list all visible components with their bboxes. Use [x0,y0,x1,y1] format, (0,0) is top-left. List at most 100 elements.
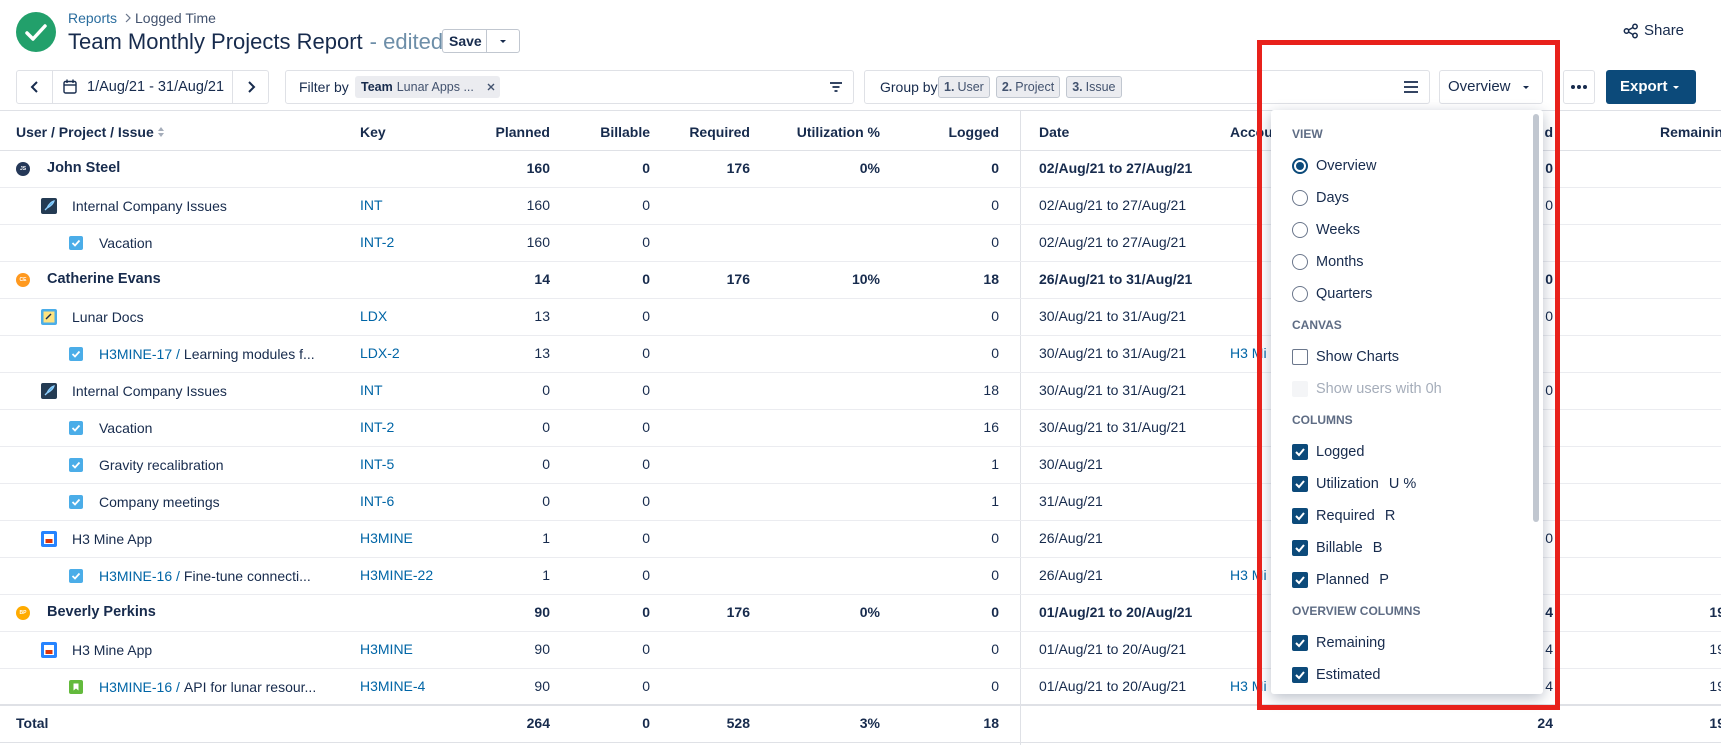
share-button[interactable]: Share [1644,22,1685,40]
checkbox[interactable] [1292,667,1308,683]
column-header[interactable]: Planned [495,123,550,140]
checkbox[interactable] [1292,476,1308,492]
issue-key[interactable]: INT-2 [360,234,395,251]
radio-button[interactable] [1292,222,1308,238]
option-label[interactable]: Utilization [1316,476,1379,492]
user-name[interactable]: Catherine Evans [47,271,161,288]
issue-name[interactable]: Vacation [99,419,153,436]
date-range[interactable]: 1/Aug/21 - 31/Aug/21 [87,78,225,95]
save-button[interactable] [442,29,520,53]
checkbox[interactable] [1292,444,1308,460]
menu-option[interactable]: Required R [1316,506,1516,526]
issue-key[interactable]: INT [360,382,383,399]
option-label[interactable]: Months [1316,254,1364,270]
project-name[interactable]: Internal Company Issues [72,197,227,214]
issue-name[interactable]: Learning modules f... [183,345,315,362]
user-name[interactable]: John Steel [47,160,121,177]
option-label[interactable]: Overview [1316,158,1377,174]
menu-option[interactable]: Quarters [1316,284,1516,304]
issue-name[interactable]: Gravity recalibration [99,456,224,473]
radio-button[interactable] [1292,158,1308,174]
issue-name[interactable]: Fine-tune connecti... [183,567,311,584]
menu-option[interactable]: Show Charts [1316,347,1516,367]
issue-key[interactable]: INT [360,197,383,214]
issue-key[interactable]: H3MINE [360,641,413,658]
option-label[interactable]: Logged [1316,444,1365,460]
filter-icon[interactable] [829,80,843,94]
column-header[interactable]: Logged [948,123,999,140]
issue-key[interactable]: H3MINE-4 [360,678,426,695]
option-label[interactable]: Quarters [1316,286,1373,302]
filter-chip[interactable]: Team Lunar Apps ... [355,76,500,98]
user-name[interactable]: Beverly Perkins [47,604,156,621]
issue-name[interactable]: Vacation [99,234,153,251]
export-button[interactable] [1606,70,1696,104]
option-label[interactable]: Remaining [1316,635,1386,651]
option-label[interactable]: Weeks [1316,222,1361,238]
view-label[interactable]: Overview [1448,78,1511,96]
export-label[interactable]: Export [1620,78,1668,96]
column-header[interactable]: Remaining [1660,123,1721,140]
column-header[interactable]: d [1544,123,1553,140]
project-name[interactable]: Lunar Docs [72,308,144,325]
option-label[interactable]: Required [1316,508,1375,524]
issue-prefix[interactable]: H3MINE-16 / [99,678,180,695]
option-label[interactable]: Planned [1316,572,1370,588]
column-header[interactable]: Required [689,123,750,140]
radio-button[interactable] [1292,286,1308,302]
issue-key[interactable]: LDX-2 [360,345,400,362]
menu-option[interactable]: Utilization U % [1316,474,1516,494]
issue-key[interactable]: H3MINE [360,530,413,547]
menu-option[interactable]: Estimated [1316,665,1516,685]
issue-key[interactable]: INT-6 [360,493,395,510]
project-name[interactable]: Internal Company Issues [72,382,227,399]
issue-prefix[interactable]: H3MINE-16 / [99,567,180,584]
issue-name[interactable]: API for lunar resour... [183,678,317,695]
checkbox[interactable] [1292,349,1308,365]
issue-key[interactable]: INT-5 [360,456,395,473]
next-period[interactable] [244,80,258,94]
column-header[interactable]: Key [360,123,386,140]
menu-option[interactable]: Logged [1316,442,1516,462]
save-menu-caret[interactable] [498,36,508,46]
issue-key[interactable]: LDX [360,308,388,325]
issue-name[interactable]: Company meetings [99,493,220,510]
project-name[interactable]: H3 Mine App [72,641,153,658]
menu-option[interactable]: Planned P [1316,570,1516,590]
more-button[interactable] [1563,70,1595,104]
checkbox[interactable] [1292,572,1308,588]
option-label[interactable]: Days [1316,190,1350,206]
option-label[interactable]: Billable [1316,540,1363,556]
menu-option[interactable]: Overview [1316,156,1516,176]
column-header[interactable]: Utilization % [796,123,880,140]
column-header[interactable]: Accou [1230,123,1273,140]
radio-button[interactable] [1292,254,1308,270]
menu-option[interactable]: Weeks [1316,220,1516,240]
issue-key[interactable]: H3MINE-22 [360,567,434,584]
checkbox[interactable] [1292,508,1308,524]
group-chip[interactable]: 3. Issue [1066,76,1122,98]
menu-option[interactable]: Months [1316,252,1516,272]
checkbox[interactable] [1292,635,1308,651]
prev-period[interactable] [28,80,42,94]
breadcrumb-link[interactable]: Reports [68,9,118,26]
column-header[interactable]: Date [1039,123,1070,140]
project-name[interactable]: H3 Mine App [72,530,153,547]
columns-menu-icon[interactable] [1403,80,1419,94]
column-header[interactable]: User / Project / Issue [16,123,154,140]
menu-option[interactable]: Remaining [1316,633,1516,653]
checkbox[interactable] [1292,540,1308,556]
filter-remove[interactable] [486,82,496,92]
save-label[interactable]: Save [449,32,482,49]
option-label[interactable]: Estimated [1316,667,1381,683]
view-button[interactable] [1439,70,1543,104]
issue-key[interactable]: INT-2 [360,419,395,436]
group-chip[interactable]: 2. Project [995,76,1061,98]
radio-button[interactable] [1292,190,1308,206]
menu-option[interactable]: Billable B [1316,538,1516,558]
column-header[interactable]: Billable [600,123,650,140]
menu-option[interactable]: Days [1316,188,1516,208]
option-label[interactable]: Show Charts [1316,349,1400,365]
issue-prefix[interactable]: H3MINE-17 / [99,345,180,362]
group-chip[interactable]: 1. User [938,76,990,98]
